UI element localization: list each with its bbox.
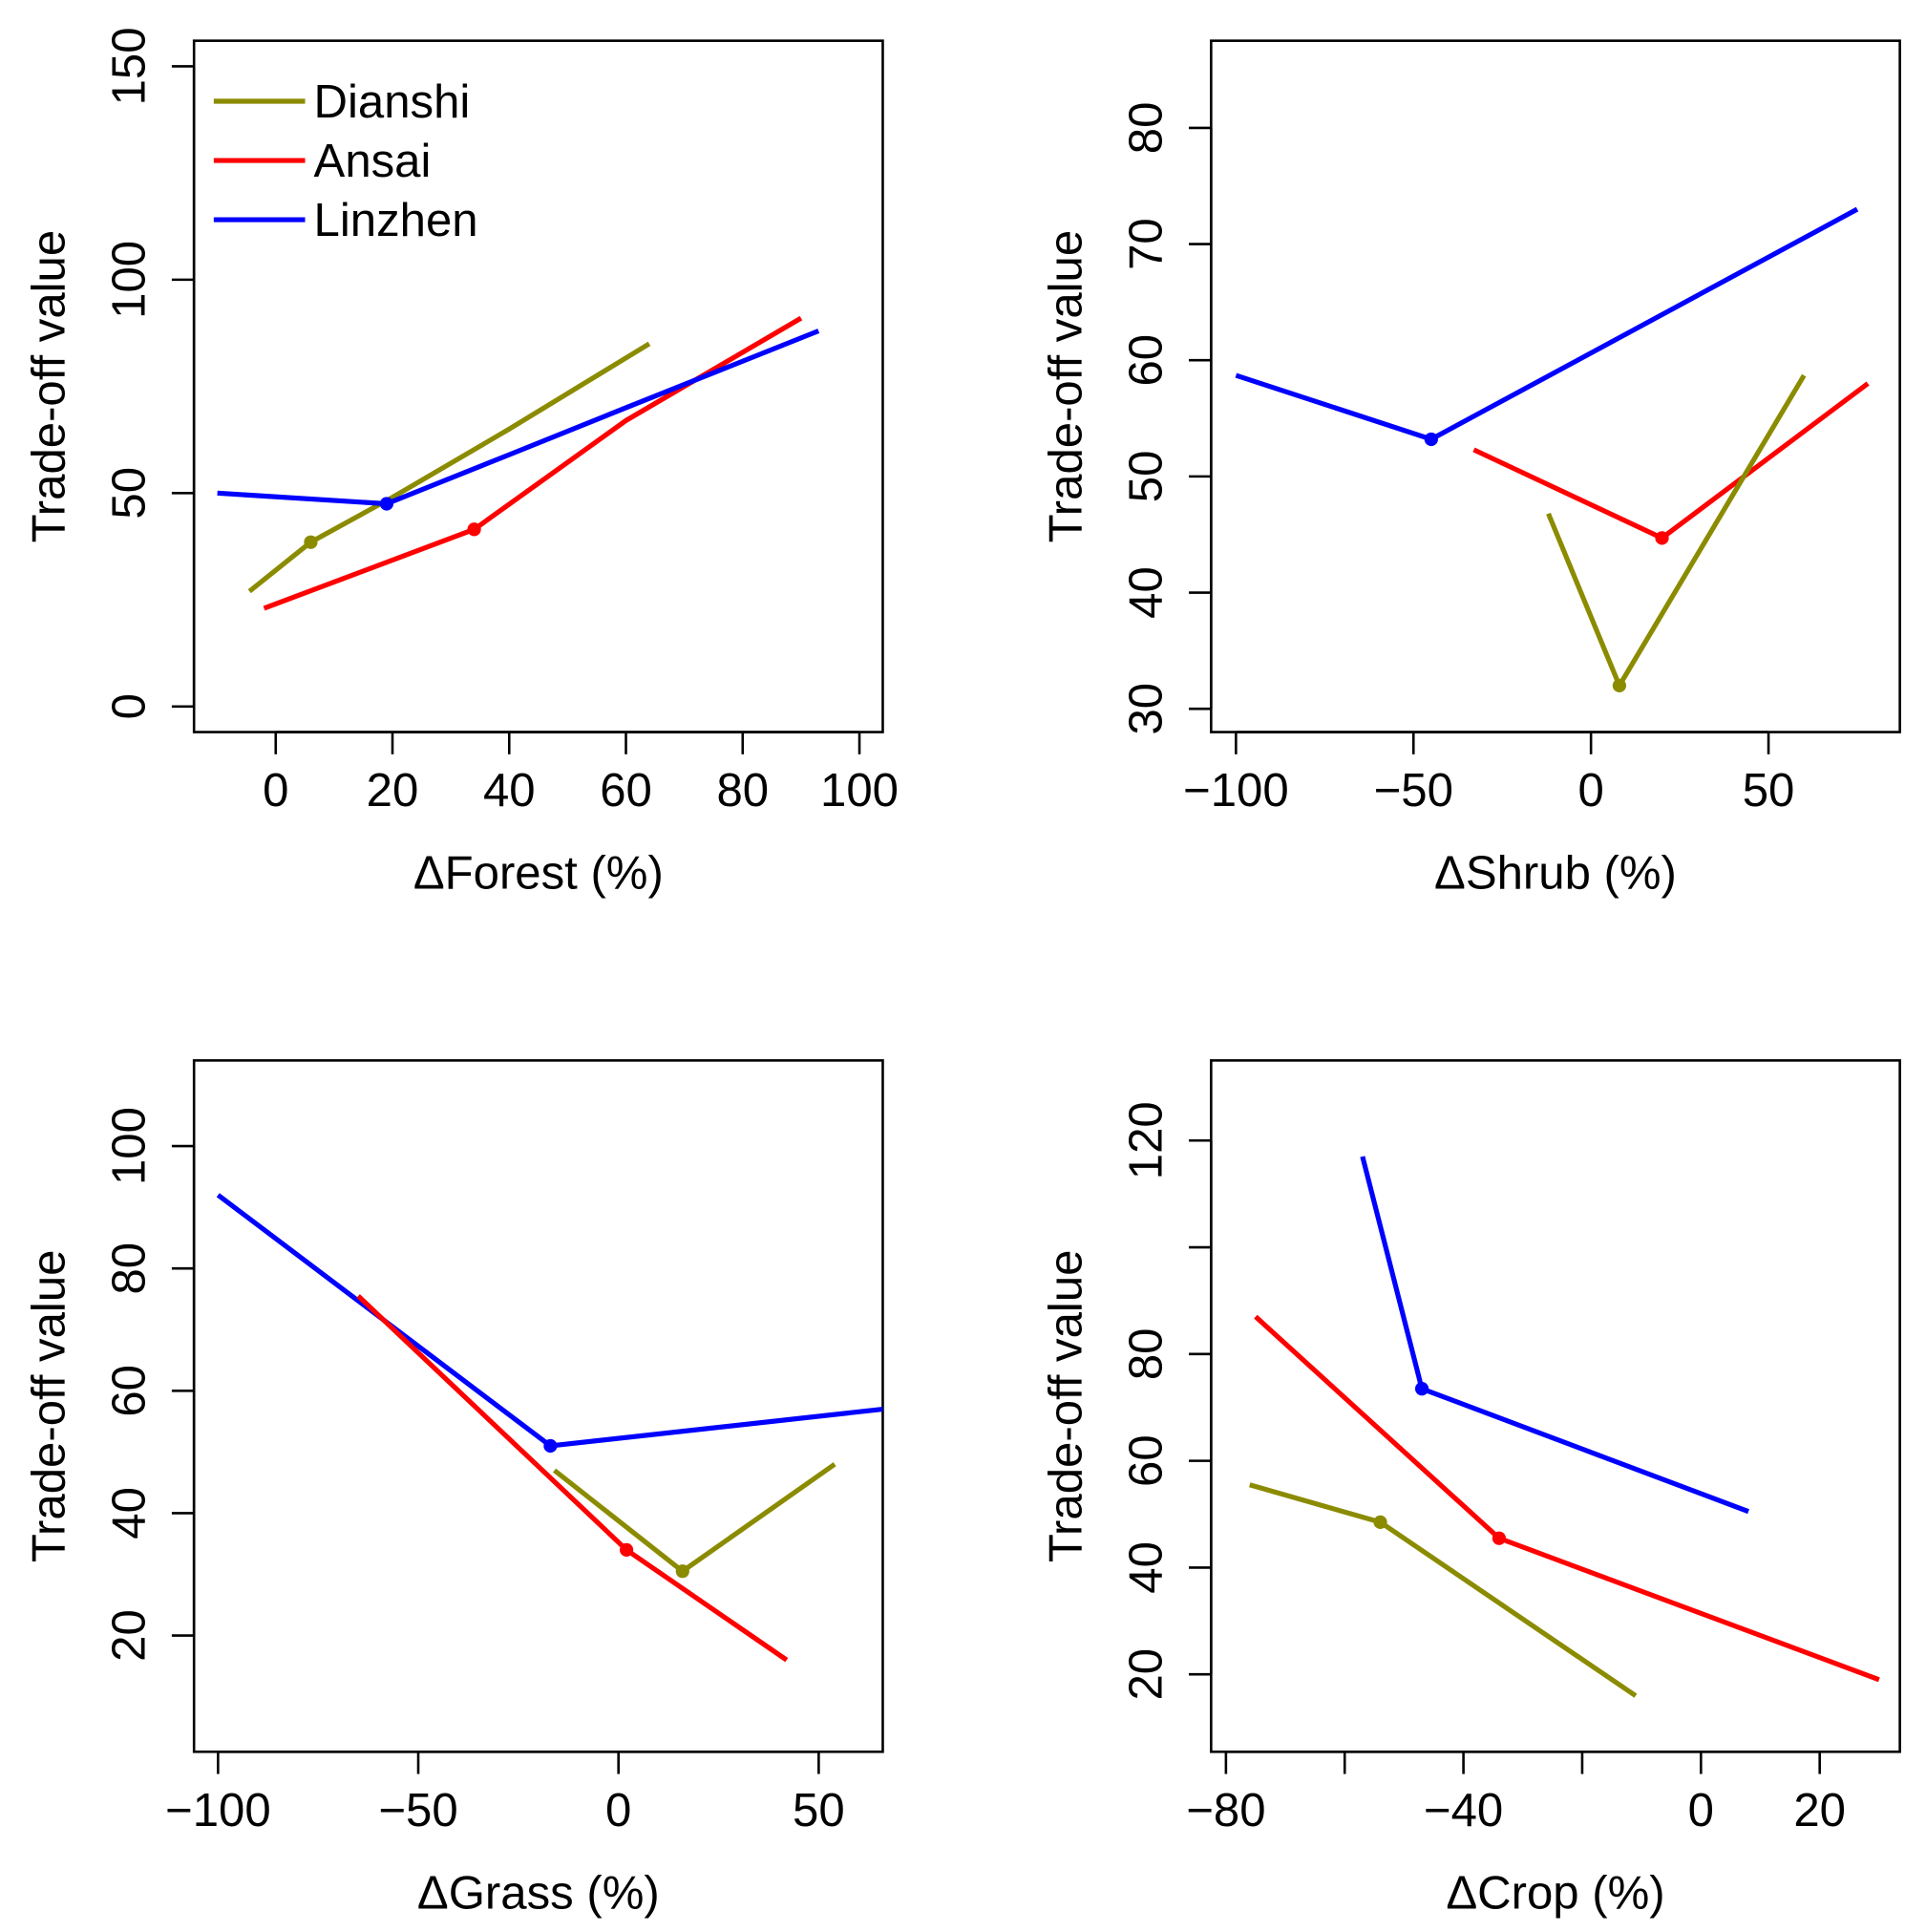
series-line-ansai (263, 315, 803, 611)
y-tick-label: 80 (103, 1242, 155, 1295)
series-point-ansai (1492, 1531, 1507, 1545)
x-tick-label: 0 (1577, 765, 1603, 817)
x-tick-label: −80 (1186, 1785, 1265, 1836)
series-line-dianshi (247, 341, 651, 594)
y-axis-title: Trade-off value (1041, 1250, 1092, 1563)
series-point-linzhen (543, 1438, 558, 1454)
y-axis-title: Trade-off value (23, 1250, 74, 1563)
series-line-ansai (1254, 1314, 1880, 1683)
x-tick-label: −50 (378, 1785, 457, 1836)
series-point-ansai (467, 522, 481, 537)
x-axis-title: ΔGrass (%) (417, 1867, 660, 1919)
x-tick-label: 20 (367, 765, 419, 817)
x-tick-label: 20 (1793, 1785, 1846, 1836)
x-tick-label: 50 (1743, 765, 1795, 817)
x-tick-label: 100 (820, 765, 899, 817)
x-axis-title: ΔCrop (%) (1446, 1867, 1664, 1919)
y-tick-label: 80 (1121, 102, 1173, 155)
y-tick-label: 20 (103, 1609, 155, 1662)
series-line-linzhen (1235, 206, 1859, 442)
panel-2: −100 −50 0 50 30 40 50 60 70 80 ΔShrub (%) Trade-of… (1041, 39, 1901, 900)
series-line-dianshi (1249, 1482, 1638, 1698)
y-tick-label: 0 (103, 693, 155, 719)
series-point-dianshi (675, 1564, 689, 1579)
y-tick-label: 120 (1121, 1101, 1173, 1179)
series-line-linzhen (216, 1193, 883, 1449)
x-tick-label: 80 (716, 765, 769, 817)
plot-box (192, 1059, 884, 1753)
x-axis-title: ΔForest (%) (413, 848, 664, 900)
series-line-dianshi (1546, 373, 1807, 691)
panel-3: −100 −50 0 50 20 40 60 80 100 ΔGrass (%) Trade-off… (23, 1059, 884, 1919)
y-tick-label: 60 (103, 1365, 155, 1417)
x-tick-label: 50 (793, 1785, 845, 1836)
panel-4: −80 −40 0 20 20 40 60 80 120 ΔCrop (%) Trade-off v… (1041, 1059, 1901, 1919)
y-tick-label: 60 (1121, 1434, 1173, 1487)
x-tick-label: 0 (263, 765, 288, 817)
y-tick-label: 80 (1121, 1328, 1173, 1381)
y-axis-title: Trade-off value (23, 230, 74, 543)
legend-label-linzhen: Linzhen (314, 195, 478, 246)
series-point-linzhen (1424, 432, 1438, 447)
series-point-dianshi (1612, 678, 1627, 692)
x-tick-label: −100 (165, 1785, 271, 1836)
x-tick-label: 60 (600, 765, 652, 817)
legend-label-dianshi: Dianshi (314, 76, 471, 128)
series-point-ansai (619, 1542, 634, 1557)
series-line-dianshi (553, 1462, 836, 1575)
x-tick-label: 0 (1688, 1785, 1714, 1836)
y-tick-label: 40 (1121, 1541, 1173, 1594)
y-tick-label: 60 (1121, 334, 1173, 387)
x-tick-label: −50 (1374, 765, 1453, 817)
y-tick-label: 40 (103, 1487, 155, 1539)
y-tick-label: 100 (103, 1107, 155, 1185)
x-tick-label: −100 (1183, 765, 1289, 817)
y-tick-label: 100 (103, 241, 155, 319)
y-tick-label: 40 (1121, 566, 1173, 619)
plot-box (192, 39, 884, 733)
series-point-ansai (1655, 531, 1669, 545)
legend-label-ansai: Ansai (314, 136, 432, 187)
x-axis-title: ΔShrub (%) (1434, 848, 1677, 900)
series-line-ansai (1472, 381, 1870, 541)
y-axis-title: Trade-off value (1041, 230, 1092, 543)
panel-1: 0 20 40 60 80 100 0 50 100 150 ΔForest (%) Trade-of… (23, 27, 899, 899)
series-point-linzhen (379, 497, 394, 511)
x-tick-label: 40 (483, 765, 536, 817)
x-tick-label: −40 (1424, 1785, 1503, 1836)
series-line-linzhen (217, 329, 820, 507)
y-tick-label: 70 (1121, 218, 1173, 270)
x-tick-label: 0 (605, 1785, 631, 1836)
series-line-linzhen (1360, 1156, 1749, 1515)
series-point-dianshi (1373, 1515, 1387, 1530)
y-tick-label: 20 (1121, 1648, 1173, 1701)
y-tick-label: 50 (103, 467, 155, 520)
series-point-linzhen (1414, 1382, 1429, 1396)
y-tick-label: 150 (103, 27, 155, 105)
series-point-dianshi (304, 535, 318, 549)
y-tick-label: 30 (1121, 683, 1173, 735)
y-tick-label: 50 (1121, 451, 1173, 503)
